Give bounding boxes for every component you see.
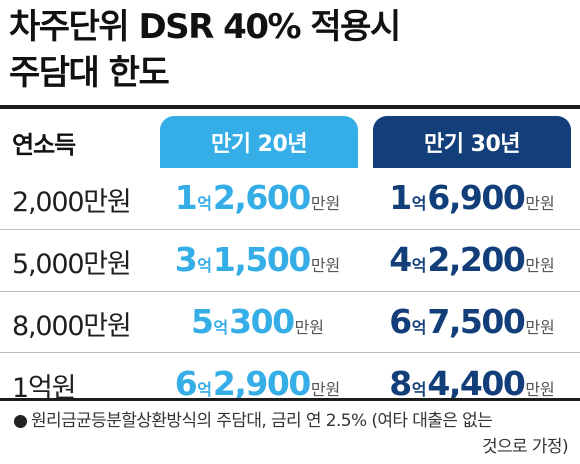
eok-value: 6 [389, 302, 412, 341]
man-value: 2,200 [427, 240, 525, 279]
limit-30y-cell: 8 억 4,400 만원 [366, 358, 578, 412]
row-separator [0, 352, 580, 353]
won-unit: 만원 [525, 256, 555, 275]
footnote-line-1: 원리금균등분할상환방식의 주담대, 금리 연 2.5% (여타 대출은 없는 [14, 408, 574, 434]
man-value: 2,900 [212, 364, 311, 403]
eok-value: 5 [190, 302, 214, 341]
eok-unit: 억 [197, 194, 212, 213]
income-column-header: 연소득 [12, 131, 76, 159]
table-row: 1억원 6 억 2,900 만원 8 억 4,400 만원 [0, 354, 580, 416]
won-unit: 만원 [310, 256, 341, 275]
row-separator [0, 291, 580, 292]
won-unit: 만원 [525, 380, 555, 399]
footnote: 원리금균등분할상환방식의 주담대, 금리 연 2.5% (여타 대출은 없는 것… [14, 408, 574, 460]
limit-20y-cell: 6 억 2,900 만원 [150, 358, 365, 412]
bottom-divider [0, 398, 580, 401]
table-row: 2,000만원 1 억 2,600 만원 1 억 6,900 만원 [0, 168, 580, 230]
bullet-icon [14, 414, 27, 428]
table-row: 5,000만원 3 억 1,500 만원 4 억 2,200 만원 [0, 230, 580, 292]
eok-unit: 억 [411, 318, 427, 337]
income-label: 2,000만원 [12, 187, 132, 218]
eok-value: 3 [174, 240, 198, 279]
eok-unit: 억 [197, 380, 212, 399]
eok-value: 1 [174, 178, 198, 217]
eok-value: 6 [174, 364, 198, 403]
limit-20y-cell: 3 억 1,500 만원 [150, 234, 365, 288]
man-value: 4,400 [427, 364, 525, 403]
man-value: 2,600 [212, 178, 311, 217]
income-label: 5,000만원 [12, 249, 132, 280]
man-value: 300 [229, 302, 295, 341]
maturity-20y-header: 만기 20년 [160, 116, 358, 168]
man-value: 7,500 [427, 302, 525, 341]
eok-unit: 억 [213, 318, 229, 337]
limit-30y-cell: 6 억 7,500 만원 [366, 296, 578, 350]
won-unit: 만원 [525, 318, 555, 337]
title-block: 차주단위 DSR 40% 적용시 주담대 한도 [9, 4, 569, 96]
table-row: 8,000만원 5 억 300 만원 6 억 7,500 만원 [0, 292, 580, 354]
limit-30y-cell: 4 억 2,200 만원 [366, 234, 578, 288]
eok-unit: 억 [411, 380, 427, 399]
limit-30y-cell: 1 억 6,900 만원 [366, 172, 578, 226]
won-unit: 만원 [310, 194, 341, 213]
page-title-line-1: 차주단위 DSR 40% 적용시 [9, 7, 401, 47]
man-value: 1,500 [212, 240, 311, 279]
row-separator [0, 229, 580, 230]
limit-20y-cell: 1 억 2,600 만원 [150, 172, 365, 226]
eok-value: 8 [389, 364, 412, 403]
eok-value: 4 [389, 240, 412, 279]
eok-unit: 억 [197, 256, 212, 275]
limit-20y-cell: 5 억 300 만원 [150, 296, 365, 350]
page-title-line-2: 주담대 한도 [9, 53, 170, 93]
income-label: 8,000만원 [12, 311, 132, 342]
won-unit: 만원 [525, 194, 555, 213]
won-unit: 만원 [310, 380, 341, 399]
man-value: 6,900 [427, 178, 525, 217]
eok-unit: 억 [411, 256, 427, 275]
eok-value: 1 [389, 178, 412, 217]
eok-unit: 억 [411, 194, 427, 213]
won-unit: 만원 [294, 318, 325, 337]
top-divider [0, 105, 580, 109]
footnote-text-1: 원리금균등분할상환방식의 주담대, 금리 연 2.5% (여타 대출은 없는 [31, 411, 493, 431]
maturity-30y-header: 만기 30년 [373, 116, 571, 168]
footnote-line-2: 것으로 가정) [481, 437, 569, 457]
